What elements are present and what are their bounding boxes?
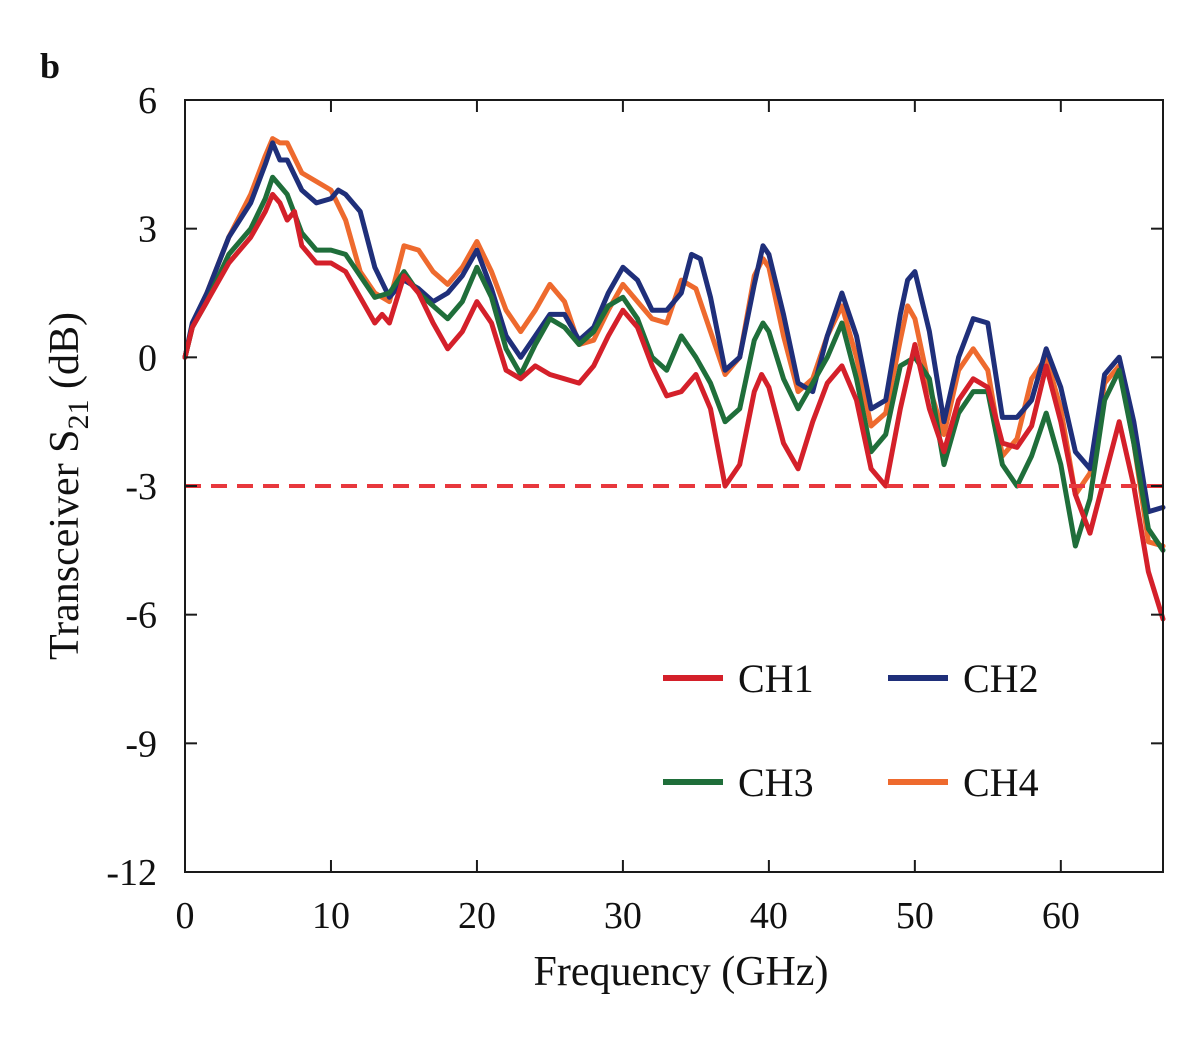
series-line-ch2	[182, 140, 1166, 515]
panel-label: b	[40, 46, 60, 86]
legend: CH1 CH2 CH3 CH4	[663, 656, 1039, 805]
y-tick-label: -6	[125, 595, 157, 637]
y-axis-title-main: Transceiver S	[42, 429, 88, 660]
legend-label-ch2: CH2	[963, 656, 1039, 701]
series-line-ch3	[182, 174, 1166, 553]
y-tick-label: 0	[138, 337, 157, 379]
y-axis-title: Transceiver S21 (dB)	[42, 312, 95, 660]
x-tick-label: 20	[458, 895, 496, 937]
legend-label-ch4: CH4	[963, 760, 1039, 805]
y-axis-title-subscript: 21	[62, 399, 95, 429]
x-tick-label: 0	[176, 895, 195, 937]
x-axis-title: Frequency (GHz)	[533, 949, 828, 995]
ticks-layer: 630-3-6-9-120 10 20 30 40 50 60	[106, 80, 1163, 937]
series-layer	[182, 136, 1166, 622]
y-tick-label: -12	[106, 852, 157, 894]
x-tick-label: 30	[604, 895, 642, 937]
legend-label-ch1: CH1	[738, 656, 814, 701]
series-line-ch1	[182, 191, 1166, 622]
legend-label-ch3: CH3	[738, 760, 814, 805]
y-axis-title-unit: (dB)	[42, 312, 88, 400]
y-tick-label: -9	[125, 723, 157, 765]
y-tick-label: -3	[125, 466, 157, 508]
x-tick-label: 40	[750, 895, 788, 937]
x-tick-label: 10	[312, 895, 350, 937]
y-tick-label: 6	[138, 80, 157, 122]
y-tick-label: 3	[138, 209, 157, 251]
x-tick-label: 50	[896, 895, 934, 937]
x-tick-label: 60	[1042, 895, 1080, 937]
